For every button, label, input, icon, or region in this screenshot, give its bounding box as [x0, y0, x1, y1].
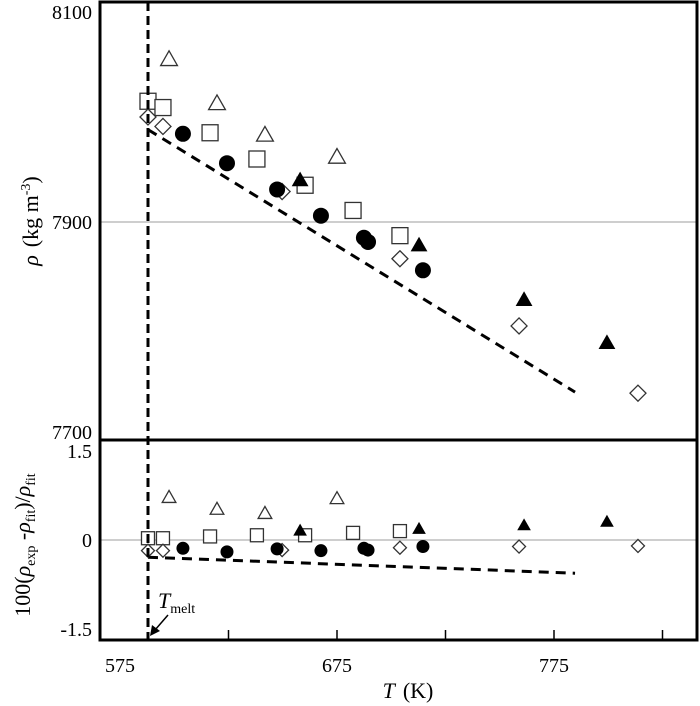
open-triangle-marker	[209, 501, 225, 515]
filled-circle-marker	[414, 262, 431, 279]
filled-circle-marker	[218, 155, 235, 172]
fit-lines	[147, 128, 576, 575]
filled-circle-marker	[174, 125, 191, 142]
data-markers	[139, 49, 647, 559]
bottom-panel-frame	[98, 438, 699, 642]
open-square-marker	[154, 98, 172, 117]
open-square-marker	[392, 523, 408, 539]
open-triangle-marker	[207, 93, 227, 111]
open-square-marker	[391, 226, 409, 245]
open-square-marker	[202, 529, 218, 544]
top-panel-frame	[98, 0, 699, 442]
filled-circle-marker	[361, 543, 375, 557]
open-square-marker	[201, 124, 219, 142]
open-square-marker	[345, 525, 361, 541]
open-diamond-marker	[510, 317, 528, 335]
filled-triangle-marker	[291, 171, 309, 187]
open-triangle-marker	[327, 147, 347, 164]
open-triangle-marker	[255, 125, 275, 142]
bottom-y-axis-label: 100(ρexp -ρfit)/ρfit	[10, 473, 39, 617]
x-tick-label: 675	[322, 655, 352, 677]
open-diamond-marker	[629, 384, 647, 403]
y-tick-label: -1.5	[60, 619, 92, 641]
panel-frames	[98, 0, 699, 642]
filled-circle-marker	[416, 540, 430, 554]
filled-triangle-marker	[412, 521, 426, 534]
grid-lines	[100, 221, 697, 541]
x-tick-label: 775	[539, 655, 569, 677]
tmelt-arrow	[150, 614, 169, 636]
open-square-marker	[248, 150, 266, 168]
top-y-axis-label: ρ(kg m-3)	[18, 176, 43, 267]
open-triangle-marker	[161, 489, 177, 504]
open-diamond-marker	[630, 538, 646, 554]
fit-line	[147, 128, 576, 394]
filled-triangle-marker	[598, 334, 616, 350]
filled-triangle-marker	[293, 523, 307, 536]
y-tick-label: 1.5	[67, 441, 92, 463]
filled-circle-marker	[314, 544, 328, 558]
x-minor-ticks	[227, 630, 664, 640]
y-tick-label: 7700	[52, 422, 92, 444]
open-square-marker	[249, 528, 265, 543]
open-diamond-marker	[511, 539, 527, 554]
fit-line	[147, 555, 576, 575]
filled-triangle-marker	[515, 291, 533, 306]
tmelt-label: Tmelt	[158, 588, 195, 617]
filled-circle-marker	[270, 542, 284, 556]
filled-circle-marker	[269, 181, 286, 198]
filled-triangle-marker	[517, 518, 531, 531]
y-tick-label: 0	[82, 530, 92, 552]
x-tick-label: 575	[105, 655, 135, 677]
open-triangle-marker	[159, 49, 179, 67]
filled-triangle-marker	[410, 236, 428, 252]
x-axis-label: T (K)	[383, 678, 434, 703]
y-tick-label: 8100	[52, 2, 92, 24]
open-diamond-marker	[154, 117, 172, 136]
open-diamond-marker	[155, 543, 171, 559]
y-tick-label: 7900	[52, 212, 92, 234]
filled-circle-marker	[360, 233, 377, 250]
filled-circle-marker	[220, 545, 234, 559]
open-square-marker	[155, 531, 171, 546]
open-triangle-marker	[257, 505, 273, 520]
open-diamond-marker	[391, 249, 409, 268]
filled-triangle-marker	[600, 514, 614, 527]
filled-circle-marker	[312, 207, 329, 224]
open-triangle-marker	[329, 490, 345, 505]
open-diamond-marker	[392, 540, 408, 556]
open-square-marker	[344, 201, 362, 220]
filled-circle-marker	[176, 541, 190, 555]
